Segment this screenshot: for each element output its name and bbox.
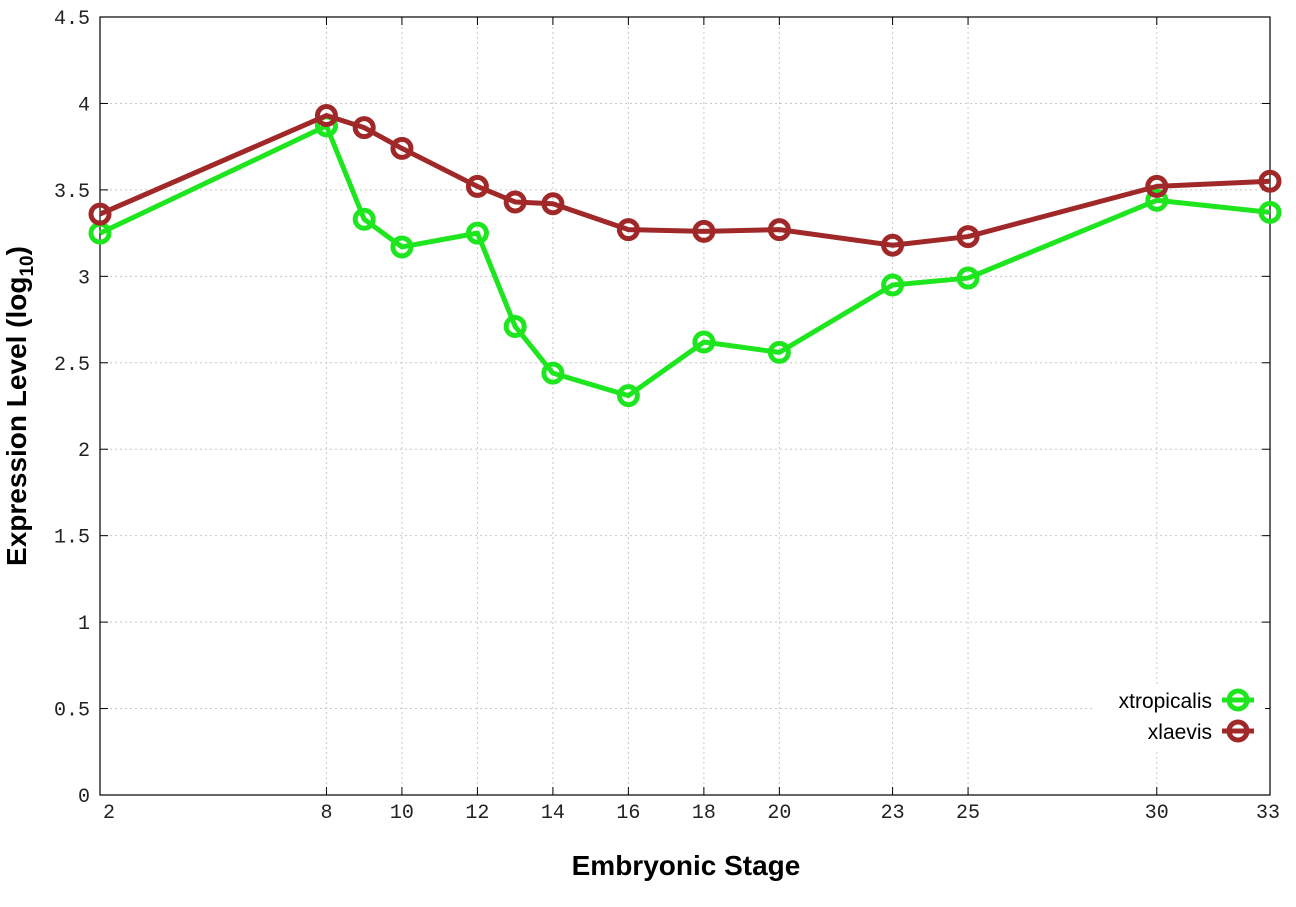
x-tick-label: 33 <box>1256 802 1280 825</box>
y-tick-label: 2.5 <box>54 354 90 377</box>
y-tick-label: 4.5 <box>54 8 90 31</box>
axis-ticks: 0 0.5 1 1.5 2 2.5 3 3.5 4 4.5 2 8 10 12 14 16 18 20 23 25 30… <box>54 8 1280 825</box>
legend-marker-xlaevis <box>1226 719 1250 743</box>
data-point-xtropicalis <box>767 340 791 364</box>
x-tick-label: 12 <box>465 802 489 825</box>
y-axis-title-main: Expression Level (log <box>1 277 32 566</box>
data-point-xlaevis <box>1258 169 1282 193</box>
data-point-xlaevis <box>881 233 905 257</box>
data-point-xlaevis <box>541 192 565 216</box>
x-tick-label: 10 <box>390 802 414 825</box>
data-point-xtropicalis <box>352 207 376 231</box>
data-point-xtropicalis <box>956 266 980 290</box>
data-point-xtropicalis <box>881 273 905 297</box>
data-point-xlaevis <box>1145 174 1169 198</box>
y-axis-title-subscript: 10 <box>17 255 38 276</box>
y-tick-label: 2 <box>78 440 90 463</box>
x-tick-label: 2 <box>103 802 115 825</box>
x-tick-label: 25 <box>956 802 980 825</box>
data-point-xtropicalis <box>541 361 565 385</box>
y-axis-title-close: ) <box>1 246 32 255</box>
y-tick-label: 1.5 <box>54 527 90 550</box>
data-point-xlaevis <box>503 190 527 214</box>
y-tick-label: 3.5 <box>54 181 90 204</box>
x-tick-label: 23 <box>881 802 905 825</box>
data-point-xtropicalis <box>616 384 640 408</box>
data-point-xlaevis <box>692 219 716 243</box>
data-point-xtropicalis <box>390 235 414 259</box>
data-point-xtropicalis <box>692 330 716 354</box>
y-tick-label: 0.5 <box>54 700 90 723</box>
data-point-xtropicalis <box>503 314 527 338</box>
data-point-xlaevis <box>465 174 489 198</box>
series-layer <box>88 104 1282 408</box>
x-tick-label: 14 <box>541 802 565 825</box>
legend-marker-xtropicalis <box>1226 688 1250 712</box>
x-tick-label: 30 <box>1145 802 1169 825</box>
x-tick-label: 16 <box>616 802 640 825</box>
y-tick-label: 4 <box>78 94 90 117</box>
grid <box>100 17 1270 795</box>
legend: xtropicalis xlaevis <box>1095 684 1265 750</box>
data-point-xlaevis <box>88 202 112 226</box>
series-line-xtropicalis <box>98 123 1271 399</box>
x-tick-label: 20 <box>767 802 791 825</box>
data-point-xlaevis <box>390 136 414 160</box>
data-point-xtropicalis <box>465 221 489 245</box>
data-point-xlaevis <box>767 218 791 242</box>
plot-frame <box>99 16 1271 796</box>
data-point-xlaevis <box>352 116 376 140</box>
y-tick-label: 3 <box>78 267 90 290</box>
x-tick-label: 8 <box>320 802 332 825</box>
data-point-xlaevis <box>314 104 338 128</box>
data-point-xlaevis <box>956 225 980 249</box>
data-point-xlaevis <box>616 218 640 242</box>
data-point-xtropicalis <box>1258 200 1282 224</box>
y-tick-label: 1 <box>78 613 90 636</box>
y-tick-label: 0 <box>78 786 90 809</box>
x-axis-title: Embryonic Stage <box>572 850 801 881</box>
x-tick-label: 18 <box>692 802 716 825</box>
legend-label-xlaevis: xlaevis <box>1148 721 1212 744</box>
y-axis-title: Expression Level (log10) <box>1 246 38 566</box>
data-point-xtropicalis <box>1145 188 1169 212</box>
legend-label-xtropicalis: xtropicalis <box>1119 690 1212 713</box>
